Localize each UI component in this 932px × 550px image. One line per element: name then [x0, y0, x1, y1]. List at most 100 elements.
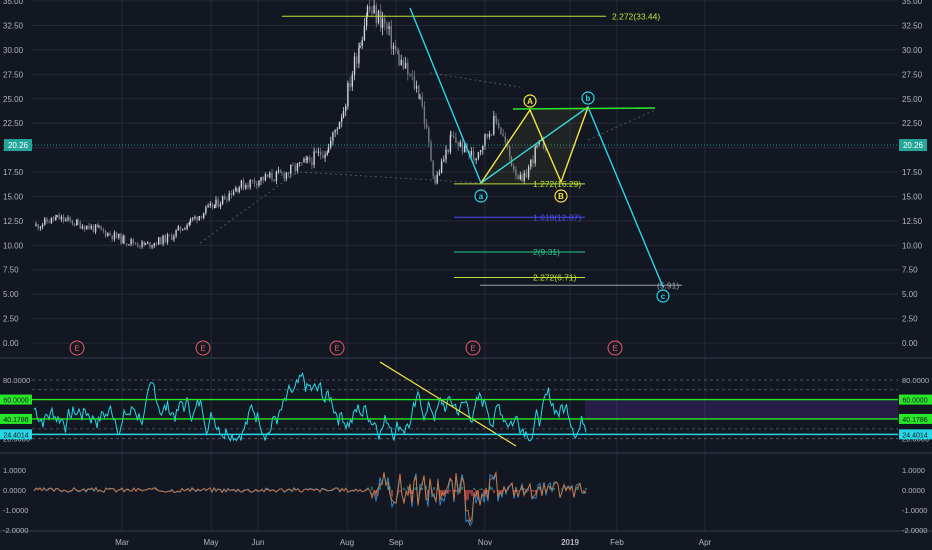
earnings-marker-label: E: [334, 344, 339, 353]
price-candle-body: [402, 59, 405, 69]
price-candle-body: [351, 74, 353, 87]
oscillator-level-tag-right: [899, 413, 932, 424]
time-tick-label: 2019: [561, 538, 579, 547]
price-tick-label-left: 35.00: [3, 0, 24, 6]
current-price-label-left: 20.26: [8, 141, 29, 150]
price-candle-body: [430, 142, 432, 161]
price-candle-body: [392, 45, 395, 49]
price-candle-body: [532, 159, 534, 164]
price-candle-body: [86, 225, 88, 230]
price-candle-body: [413, 76, 416, 89]
price-candle-body: [515, 169, 517, 176]
price-candle-body: [490, 134, 493, 135]
price-candle-body: [77, 220, 79, 223]
price-candle-body: [144, 243, 147, 245]
oscillator-level-tag-left: [0, 394, 32, 405]
price-candle-body: [83, 226, 86, 230]
price-candle-body: [502, 134, 504, 137]
time-tick-label: Feb: [610, 538, 624, 547]
price-tick-label-right: 25.00: [902, 95, 923, 104]
price-candle-body: [305, 158, 307, 160]
price-candle-body: [488, 134, 491, 137]
price-candle-body: [443, 159, 445, 162]
price-candle-body: [271, 172, 273, 180]
histogram-tick-label-left: 0.0000: [3, 486, 26, 495]
price-tick-label-right: 5.00: [902, 290, 918, 299]
price-candle-body: [545, 149, 547, 151]
price-candle-body: [358, 47, 360, 64]
price-candle-body: [240, 180, 243, 188]
oscillator-panel[interactable]: [32, 361, 898, 447]
price-tick-label-right: 15.00: [902, 192, 923, 201]
earnings-marker-circle: [195, 340, 211, 356]
price-candle-body: [188, 222, 190, 225]
resistance-line: [512, 107, 656, 110]
price-tick-label-right: 2.50: [902, 315, 918, 324]
fib-level-label: 2.272(6.71): [533, 272, 577, 282]
price-candle-body: [464, 143, 466, 153]
price-candle-body: [184, 228, 186, 230]
price-candle-body: [461, 142, 464, 153]
wave-label-circle: [581, 91, 595, 105]
price-candle-body: [130, 239, 132, 245]
price-candle-body: [214, 204, 216, 208]
price-candle-body: [194, 216, 196, 219]
price-candle-body: [266, 174, 269, 178]
price-candle-body: [484, 134, 486, 147]
price-candle-body: [342, 111, 345, 118]
price-tick-label-right: 30.00: [902, 46, 923, 55]
price-candle-body: [527, 166, 530, 178]
price-candle-body: [322, 154, 324, 158]
price-candle-body: [536, 144, 538, 147]
current-price-tag-left: [4, 139, 32, 152]
price-candle-body: [313, 151, 315, 166]
price-panel[interactable]: [32, 0, 898, 250]
price-candle-body: [301, 162, 303, 164]
price-candle-body: [118, 233, 120, 238]
price-candle-body: [65, 219, 67, 221]
price-candle-body: [46, 218, 48, 223]
price-candle-body: [500, 127, 502, 135]
price-candle-body: [353, 56, 356, 75]
price-candle-body: [369, 6, 371, 11]
price-candle-body: [418, 86, 420, 99]
price-candle-body: [166, 234, 169, 243]
price-candle-body: [359, 46, 361, 48]
price-candle-body: [366, 6, 369, 17]
wave-label-circle: [474, 189, 488, 203]
histogram-panel[interactable]: [33, 471, 587, 527]
price-candle-body: [457, 142, 459, 147]
price-tick-label-right: 0.00: [902, 339, 918, 348]
price-tick-label-right: 22.50: [902, 119, 923, 128]
oscillator-level-tag-left: [0, 429, 32, 440]
earnings-marker-label: E: [200, 344, 205, 353]
price-candle-body: [361, 40, 363, 47]
price-candle-body: [486, 134, 488, 137]
price-candle-body: [147, 242, 149, 244]
price-tick-label-left: 17.50: [3, 168, 24, 177]
price-candle-body: [245, 185, 247, 189]
price-candle-body: [179, 226, 182, 231]
price-candle-body: [224, 196, 226, 200]
price-candle-body: [264, 174, 267, 181]
wave-label-a: a: [479, 192, 484, 201]
oscillator-tick-label-right: 80.0000: [902, 376, 929, 385]
price-candle-body: [113, 232, 116, 240]
price-candle-body: [440, 161, 443, 173]
oscillator-level-label-right: 24.4014: [902, 432, 927, 439]
price-candle-body: [450, 134, 453, 136]
price-candle-body: [386, 23, 388, 29]
price-candle-body: [260, 177, 262, 182]
price-candle-body: [238, 187, 240, 192]
price-candle-body: [347, 83, 349, 107]
price-candle-body: [211, 203, 214, 208]
price-candle-body: [334, 130, 336, 133]
price-candle-body: [330, 140, 332, 148]
wave-label-circle: [523, 94, 537, 108]
price-candle-body: [92, 225, 95, 232]
price-tick-label-left: 0.00: [3, 339, 19, 348]
price-candle-body: [41, 224, 44, 227]
